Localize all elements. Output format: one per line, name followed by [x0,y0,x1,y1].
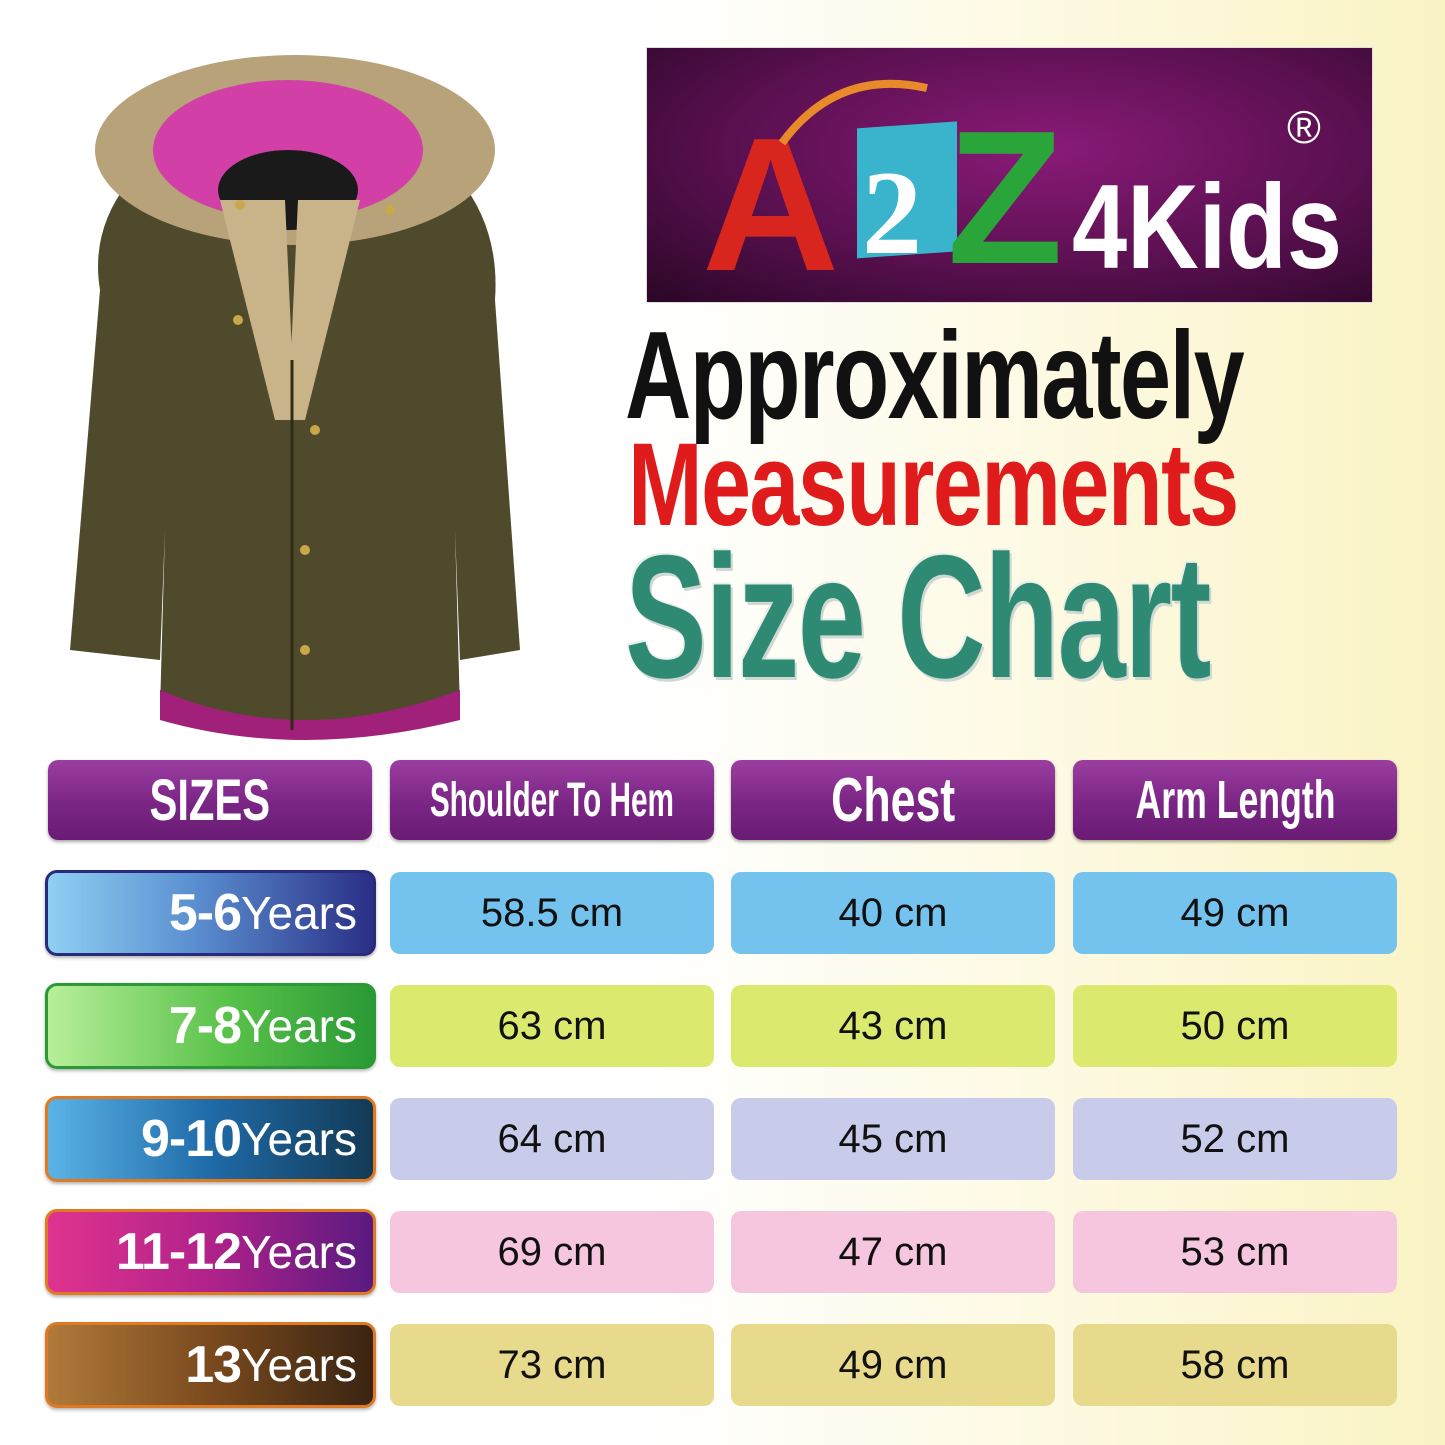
measurement-cell: 58.5 cm [390,872,714,954]
size-unit: Years [241,1113,357,1165]
jacket-product-image [70,55,520,740]
size-number: 13 [185,1336,242,1394]
measurement-cell: 49 cm [1073,872,1397,954]
size-unit: Years [241,1339,357,1391]
header-sizes: SIZES [48,760,372,840]
size-label-9-10: 9-10 Years [45,1096,376,1182]
measurement-cell: 73 cm [390,1324,714,1406]
measurement-cell: 49 cm [731,1324,1055,1406]
svg-text:®: ® [1287,101,1321,153]
header-chest: Chest [731,760,1055,840]
measurement-cell: 50 cm [1073,985,1397,1067]
a2z4kids-logo-graphic: A 2 Z 4Kids ® [702,79,1342,311]
size-label-11-12: 11-12 Years [45,1209,376,1295]
measurement-cell: 64 cm [390,1098,714,1180]
measurement-cell: 40 cm [731,872,1055,954]
size-label-13: 13 Years [45,1322,376,1408]
brand-logo: A 2 Z 4Kids ® [647,48,1372,311]
size-number: 9-10 [140,1110,242,1168]
size-number: 11-12 [115,1223,242,1281]
measurement-cell: 43 cm [731,985,1055,1067]
size-unit: Years [241,887,357,939]
measurement-cell: 52 cm [1073,1098,1397,1180]
measurement-cell: 58 cm [1073,1324,1397,1406]
size-number: 7-8 [168,997,242,1055]
measurement-cell: 45 cm [731,1098,1055,1180]
size-unit: Years [241,1000,357,1052]
title-measurements: Measurements [628,419,1239,551]
measurement-cell: 47 cm [731,1211,1055,1293]
size-label-7-8: 7-8 Years [45,983,376,1069]
title-approximately: Approximately [625,307,1245,445]
svg-text:Z: Z [947,92,1063,302]
header-arm-length: Arm Length [1073,760,1397,840]
svg-text:A: A [702,99,839,302]
svg-text:2: 2 [862,146,922,279]
svg-text:4Kids: 4Kids [1072,160,1342,294]
size-number: 5-6 [168,884,242,942]
header-shoulder-to-hem: Shoulder To Hem [390,760,714,840]
size-label-5-6: 5-6 Years [45,870,376,956]
title-size-chart: Size Chart [625,520,1211,715]
size-unit: Years [241,1226,357,1278]
measurement-cell: 63 cm [390,985,714,1067]
measurement-cell: 69 cm [390,1211,714,1293]
measurement-cell: 53 cm [1073,1211,1397,1293]
